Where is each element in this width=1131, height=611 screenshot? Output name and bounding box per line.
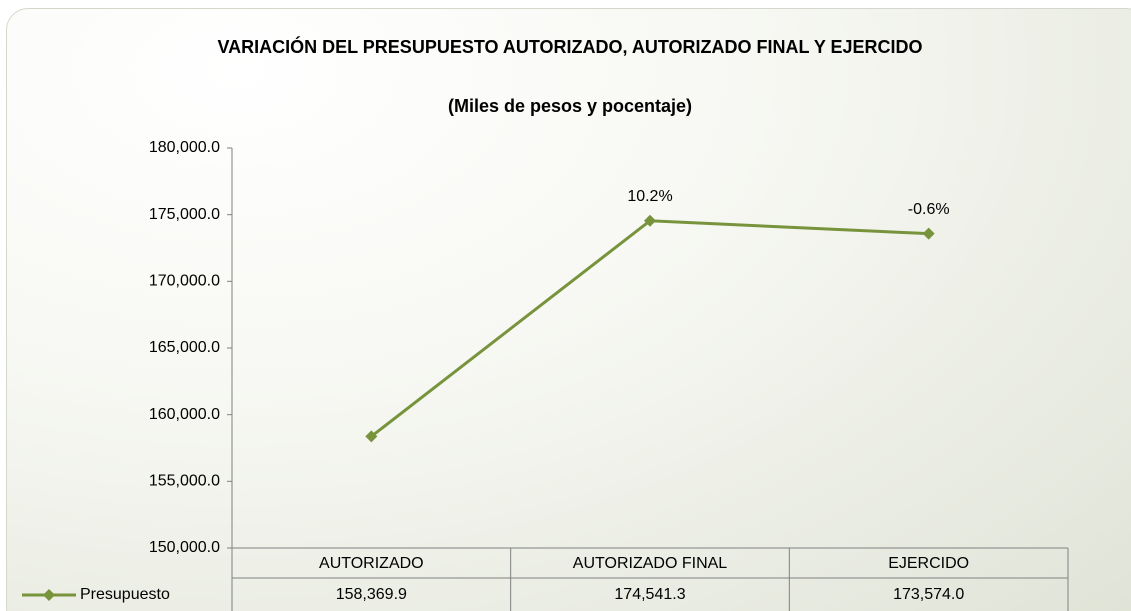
line: [370, 219, 929, 438]
x-tick-label: AUTORIZADO FINAL: [573, 555, 727, 572]
annotation: -0.6%: [908, 201, 950, 218]
y-tick-label: 150,000.0: [149, 539, 220, 556]
x-tick-label: EJERCIDO: [888, 555, 969, 572]
table-value: 173,574.0: [893, 586, 964, 603]
y-tick-label: 180,000.0: [149, 139, 220, 156]
chart-subtitle: (Miles de pesos y pocentaje): [447, 96, 693, 116]
annotation: 10.2%: [627, 188, 672, 205]
marker: [644, 214, 656, 227]
y-tick-label: 175,000.0: [149, 206, 220, 223]
x-tick-label: AUTORIZADO: [319, 555, 424, 572]
y-tick-label: 155,000.0: [149, 473, 220, 490]
marker: [365, 430, 378, 443]
y-tick-label: 165,000.0: [149, 339, 220, 356]
chart-panel: [6, 8, 1131, 611]
y-tick-label: 170,000.0: [149, 273, 220, 290]
table-value: 174,541.3: [614, 586, 685, 603]
y-tick-label: 160,000.0: [149, 406, 220, 423]
table-value: 158,369.9: [336, 586, 407, 603]
chart-title: VARIACIÓN DEL PRESUPUESTO AUTORIZADO, AU…: [217, 37, 923, 57]
marker: [922, 227, 935, 240]
legend-marker: [43, 589, 55, 601]
legend-label: Presupuesto: [80, 586, 170, 603]
